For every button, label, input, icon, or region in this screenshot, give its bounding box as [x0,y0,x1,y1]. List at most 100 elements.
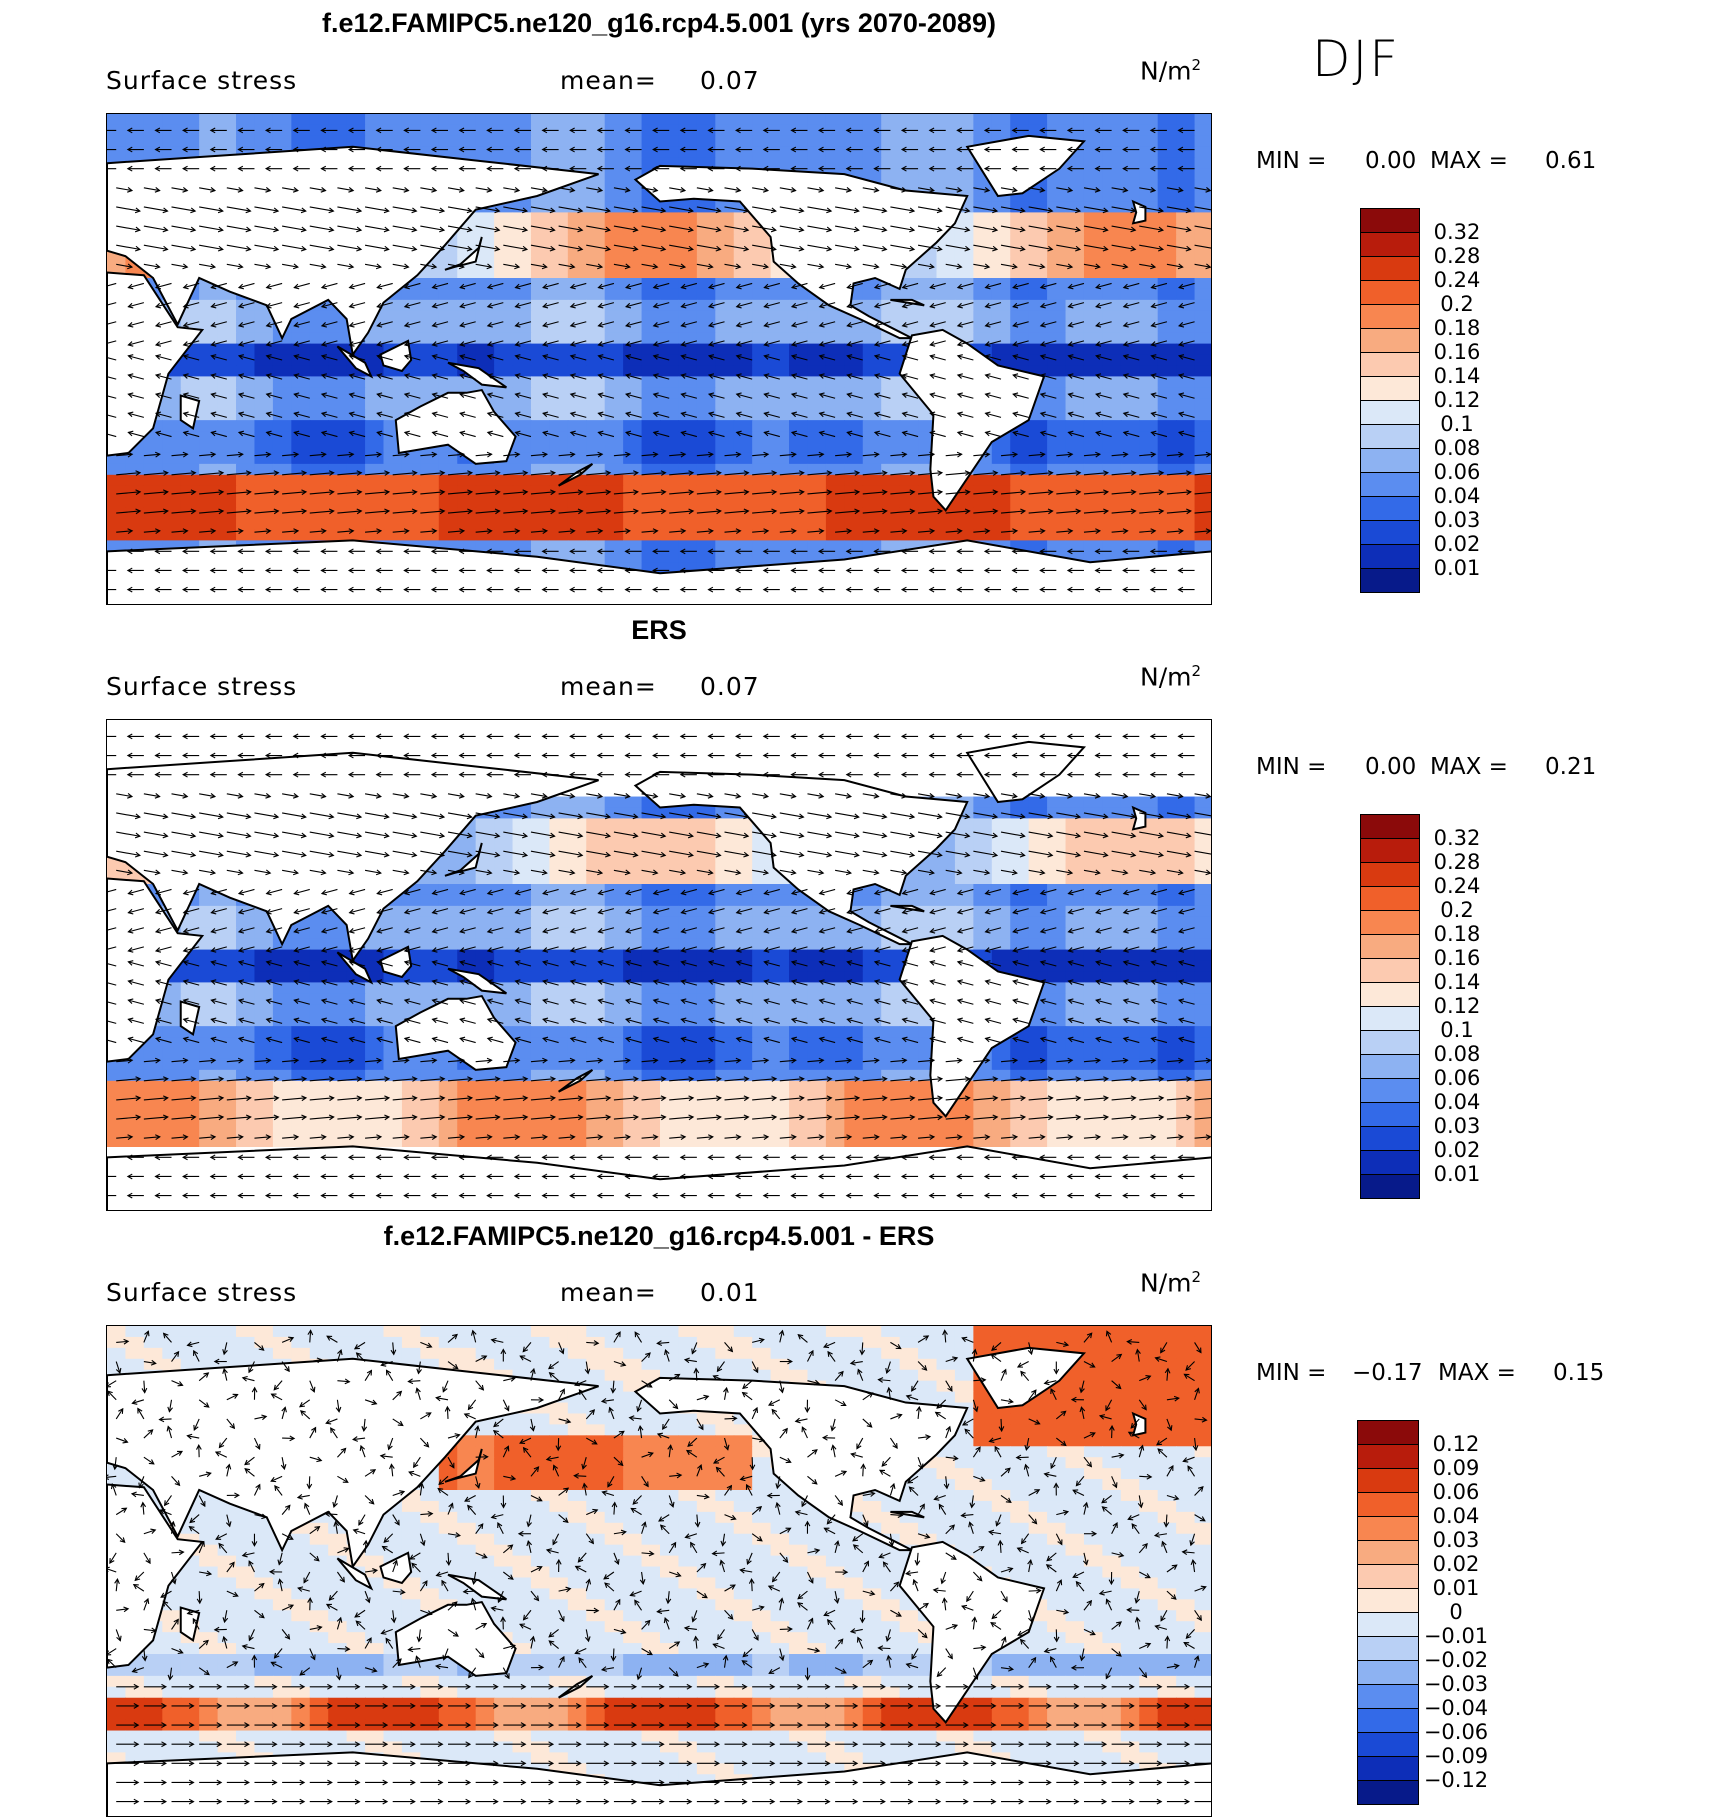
field-cell [937,158,956,170]
field-cell [586,234,605,246]
field-cell [494,212,513,224]
field-cell [494,278,513,290]
field-cell [586,475,605,487]
field-cell [881,289,900,301]
field-cell [439,136,458,148]
field-cell [273,475,292,487]
panel-1-mean-value: 0.07 [700,66,760,95]
field-cell [476,212,495,224]
field-cell [678,497,697,509]
field-cell [623,201,642,213]
field-cell [1158,355,1177,367]
field-cell [1195,147,1212,159]
field-cell [863,497,882,509]
field-cell [291,497,310,509]
field-cell [476,267,495,279]
field-cell [973,486,992,498]
field-cell [1121,486,1140,498]
field-cell [918,289,937,301]
field-cell [1084,212,1103,224]
field-cell [328,420,347,432]
field-cell [1158,398,1177,410]
field-cell [1102,431,1121,443]
field-cell [439,475,458,487]
field-cell [844,420,863,432]
field-cell [236,442,255,454]
field-cell [881,420,900,432]
field-cell [1084,234,1103,246]
field-cell [715,289,734,301]
field-cell [771,497,790,509]
field-cell [660,829,679,841]
field-cell [1139,169,1158,181]
field-cell [347,475,366,487]
field-cell [291,114,310,126]
field-cell [1047,376,1066,388]
field-cell [144,486,163,498]
field-cell [347,497,366,509]
field-cell [1158,212,1177,224]
field-cell [1084,818,1103,830]
field-cell [1102,191,1121,203]
field-cell [863,365,882,377]
field-cell [881,147,900,159]
field-cell [568,333,587,345]
field-cell [605,797,624,809]
field-cell [678,322,697,334]
field-cell [826,497,845,509]
field-cell [1029,442,1048,454]
field-cell [254,409,273,421]
field-cell [1084,497,1103,509]
field-cell [1102,376,1121,388]
field-cell [1195,486,1212,498]
field-cell [273,365,292,377]
field-cell [826,387,845,399]
field-cell [697,420,716,432]
field-cell [918,519,937,531]
field-cell [457,475,476,487]
field-cell [771,519,790,531]
field-cell [881,442,900,454]
field-cell [715,376,734,388]
field-cell [1139,376,1158,388]
field-cell [771,475,790,487]
field-cell [844,442,863,454]
field-cell [734,136,753,148]
field-cell [642,398,661,410]
field-cell [125,114,144,126]
field-cell [181,508,200,520]
field-cell [715,540,734,552]
field-cell [1066,289,1085,301]
field-cell [789,322,808,334]
field-cell [1176,540,1195,552]
field-cell [531,311,550,323]
field-cell [494,387,513,399]
field-cell [1139,267,1158,279]
field-cell [937,289,956,301]
field-cell [1176,807,1195,819]
field-cell [697,551,716,563]
field-cell [1195,475,1212,487]
field-cell [1047,420,1066,432]
field-cell [199,114,218,126]
field-cell [1102,355,1121,367]
field-cell [107,519,126,531]
field-cell [771,387,790,399]
field-cell [1158,136,1177,148]
field-cell [549,829,568,841]
map-svg [107,720,1212,1211]
field-cell [1102,289,1121,301]
field-cell [476,355,495,367]
field-cell [623,497,642,509]
field-cell [1102,278,1121,290]
field-cell [881,387,900,399]
field-cell [955,300,974,312]
field-cell [1158,114,1177,126]
field-cell [826,486,845,498]
field-cell [1158,475,1177,487]
field-cell [254,497,273,509]
field-cell [291,486,310,498]
field-cell [678,807,697,819]
field-cell [715,355,734,367]
field-cell [476,322,495,334]
